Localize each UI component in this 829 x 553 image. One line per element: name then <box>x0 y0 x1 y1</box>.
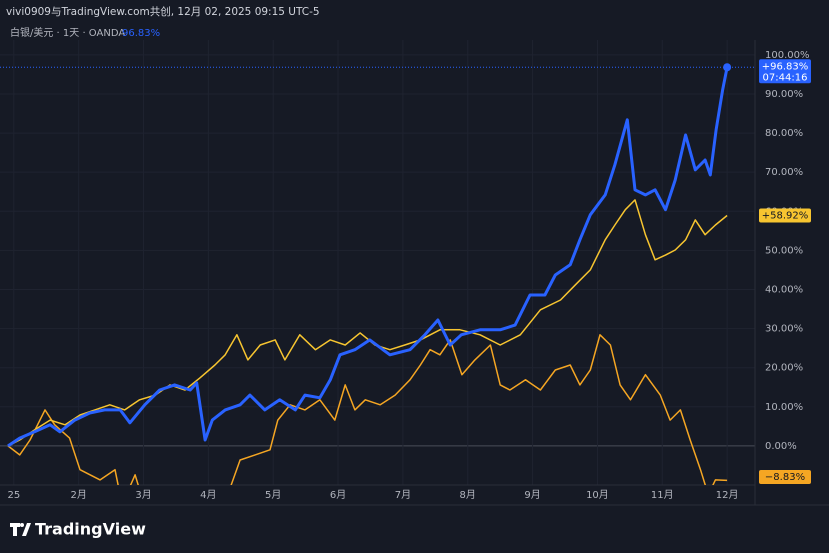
y-tick-label: 90.00% <box>765 89 803 100</box>
y-tick-label: 80.00% <box>765 128 803 139</box>
y-tick-label: 40.00% <box>765 284 803 295</box>
brand: TradingView <box>35 520 146 539</box>
value-box <box>759 59 811 84</box>
legend-title: 白银/美元 · 1天 · OANDA <box>10 26 125 39</box>
y-tick-label: 0.00% <box>765 441 797 452</box>
x-tick-label: 4月 <box>200 489 216 501</box>
labels: 0.00%10.00%20.00%30.00%40.00%50.00%60.00… <box>7 50 811 501</box>
x-tick-label: 11月 <box>651 489 674 501</box>
x-tick-label: 12月 <box>716 489 739 501</box>
x-tick-label: 9月 <box>524 489 540 501</box>
grid <box>0 40 755 485</box>
value-label: −8.83% <box>765 472 805 483</box>
x-tick-label: 3月 <box>135 489 151 501</box>
x-tick-label: 5月 <box>265 489 281 501</box>
y-tick-label: 100.00% <box>765 50 810 61</box>
x-tick-label: 25 <box>7 490 20 501</box>
series-line <box>7 67 729 448</box>
y-tick-label: 30.00% <box>765 324 803 335</box>
value-box <box>759 470 811 484</box>
y-tick-label: 20.00% <box>765 363 803 374</box>
plot <box>0 63 755 485</box>
countdown: 07:44:16 <box>763 72 808 83</box>
x-tick-label: 6月 <box>330 489 346 501</box>
series-line <box>7 334 728 485</box>
x-tick-label: 7月 <box>395 489 411 501</box>
x-tick-label: 8月 <box>460 489 476 501</box>
caption: vivi0909与TradingView.com共创, 12月 02, 2025… <box>6 5 320 18</box>
value-box <box>759 208 811 223</box>
y-tick-label: 50.00% <box>765 245 803 256</box>
x-tick-label: 10月 <box>586 489 609 501</box>
value-label: +96.83% <box>762 61 809 72</box>
brand-logo <box>10 523 31 536</box>
x-tick-label: 2月 <box>70 489 86 501</box>
last-point <box>723 63 732 72</box>
value-label: +58.92% <box>762 210 809 221</box>
y-tick-label: 10.00% <box>765 402 803 413</box>
y-tick-label: 70.00% <box>765 167 803 178</box>
series-line <box>7 199 728 447</box>
legend-value: 96.83% <box>122 28 160 39</box>
